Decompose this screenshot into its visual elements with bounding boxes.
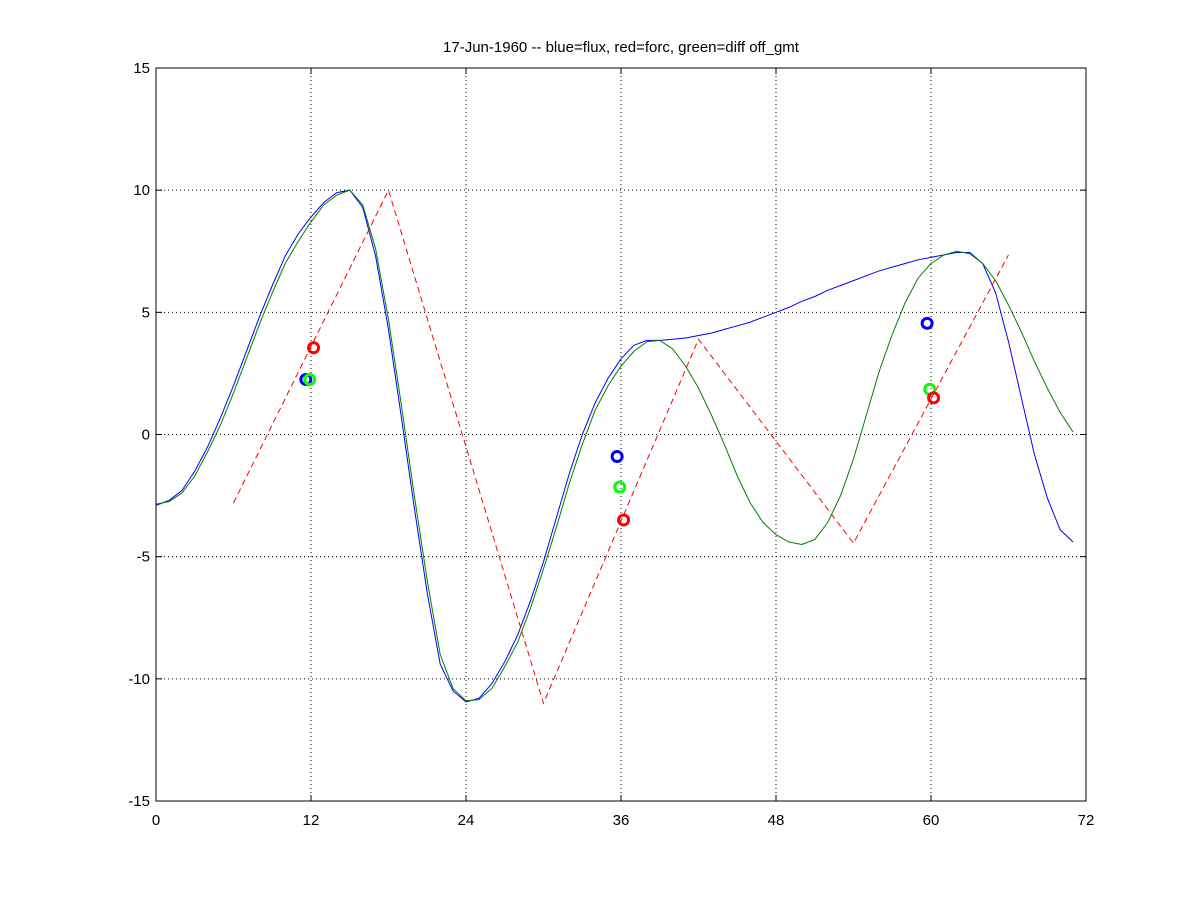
marker-diff-off_gmt xyxy=(613,480,627,494)
x-tick-label: 48 xyxy=(768,812,785,829)
y-tick-label: 10 xyxy=(133,182,150,199)
series-line-flux xyxy=(155,189,1074,703)
series-line-forc xyxy=(233,188,1009,705)
marker-forc xyxy=(617,513,631,527)
series-line-diff-off_gmt xyxy=(155,189,1074,702)
marker-forc xyxy=(307,341,321,355)
x-tick-label: 0 xyxy=(152,812,160,829)
y-tick-label: 5 xyxy=(142,304,150,321)
x-tick-label: 72 xyxy=(1078,812,1095,829)
series-group xyxy=(155,188,1074,705)
marker-forc xyxy=(927,391,941,405)
y-tick-label: -5 xyxy=(137,549,150,566)
y-tick-label: 0 xyxy=(142,427,150,444)
x-tick-label: 36 xyxy=(613,812,630,829)
x-tick-label: 60 xyxy=(923,812,940,829)
y-tick-label: 15 xyxy=(133,60,150,77)
markers-group xyxy=(299,316,941,527)
y-tick-label: -10 xyxy=(128,671,150,688)
x-tick-label: 24 xyxy=(458,812,475,829)
chart-title: 17-Jun-1960 -- blue=flux, red=forc, gree… xyxy=(443,39,800,56)
x-tick-label: 12 xyxy=(303,812,320,829)
marker-flux xyxy=(920,316,934,330)
ticks-group: 0 12 24 36 48 60 72 -15 -10 -5 0 5 10 15 xyxy=(128,60,1094,829)
marker-flux xyxy=(610,449,624,463)
marker-diff-off_gmt xyxy=(303,373,317,387)
grid xyxy=(156,68,1086,801)
y-tick-label: -15 xyxy=(128,793,150,810)
